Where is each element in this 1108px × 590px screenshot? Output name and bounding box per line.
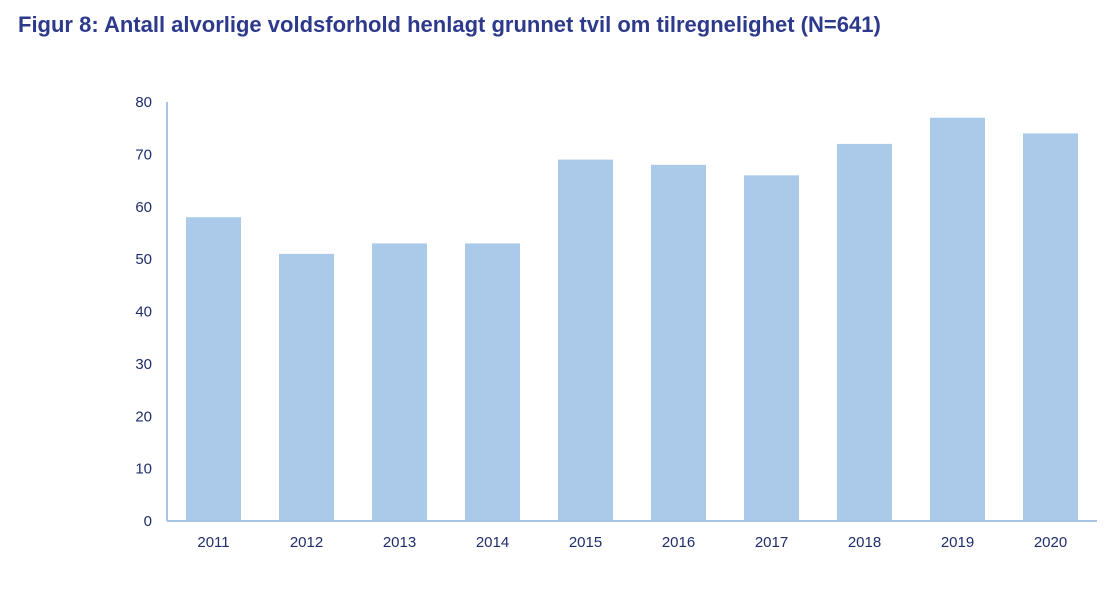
bar-2020 xyxy=(1023,133,1078,522)
y-tick-label: 10 xyxy=(135,461,152,478)
x-tick-label: 2020 xyxy=(1034,534,1067,551)
x-tick-label: 2018 xyxy=(848,534,881,551)
y-tick-label: 70 xyxy=(135,146,152,163)
x-tick-label: 2016 xyxy=(662,534,695,551)
x-tick-label: 2011 xyxy=(197,534,229,551)
y-tick-label: 20 xyxy=(135,408,152,425)
bar-2012 xyxy=(279,253,334,521)
bar-2015 xyxy=(558,159,613,522)
bar-2011 xyxy=(186,217,241,521)
bars xyxy=(186,117,1078,522)
y-tick-label: 30 xyxy=(135,356,152,373)
bar-2013 xyxy=(372,243,427,521)
bar-2019 xyxy=(930,117,985,522)
x-tick-label: 2017 xyxy=(755,534,788,551)
x-tick-label: 2013 xyxy=(383,534,416,551)
y-tick-label: 40 xyxy=(135,304,152,321)
x-tick-label: 2019 xyxy=(941,534,974,551)
y-tick-label: 60 xyxy=(135,199,152,216)
x-axis-ticks: 2011 2012 2013 2014 2015 2016 2017 2018 2019 2020 xyxy=(197,534,1067,551)
bar-2014 xyxy=(465,243,520,521)
y-tick-label: 80 xyxy=(135,94,152,111)
bar-2017 xyxy=(744,175,799,521)
x-tick-label: 2015 xyxy=(569,534,602,551)
y-tick-label: 0 xyxy=(144,513,152,530)
y-axis-ticks: 0 10 20 30 40 50 60 70 80 xyxy=(135,94,152,530)
bar-2018 xyxy=(837,143,892,521)
y-tick-label: 50 xyxy=(135,251,152,268)
bar-2016 xyxy=(651,164,706,521)
chart-title: Figur 8: Antall alvorlige voldsforhold h… xyxy=(18,12,881,37)
x-tick-label: 2014 xyxy=(476,534,509,551)
x-tick-label: 2012 xyxy=(290,534,323,551)
